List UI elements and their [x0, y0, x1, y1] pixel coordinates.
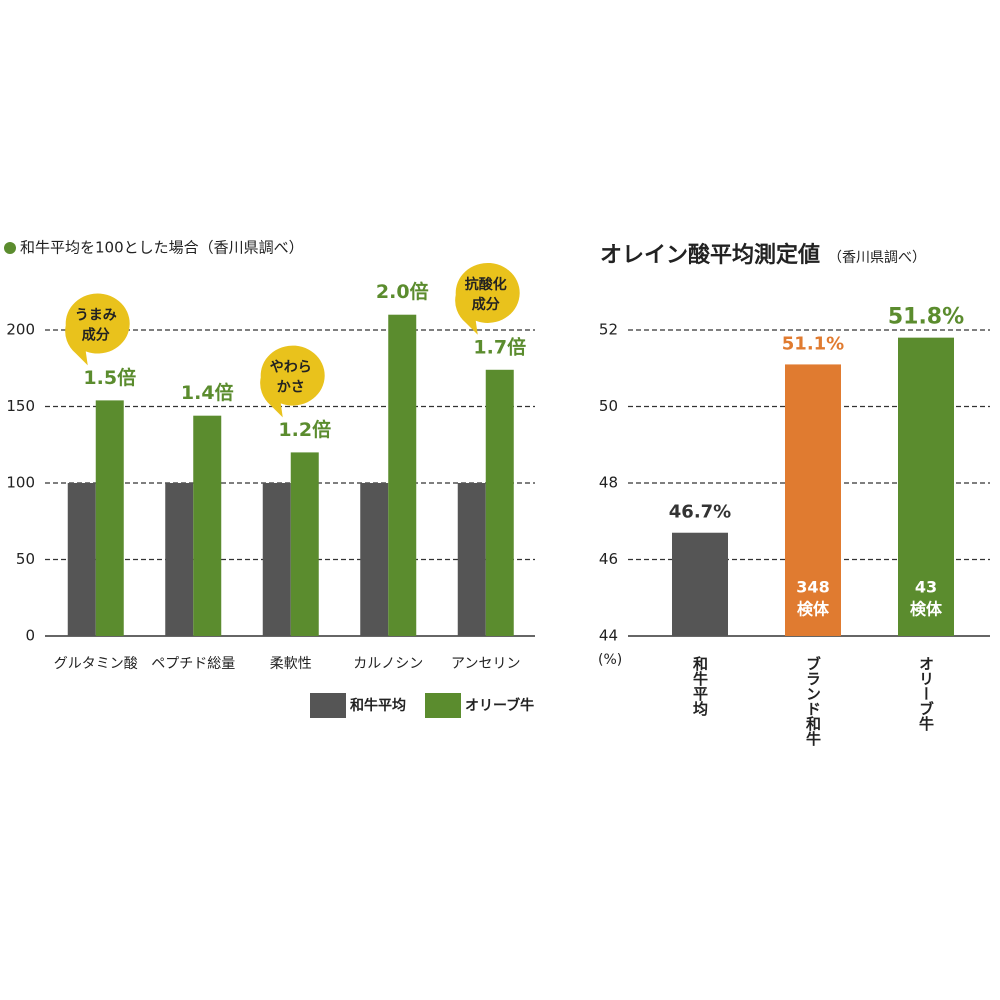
callout-text: 成分 — [82, 326, 110, 343]
legend-swatch — [425, 693, 461, 718]
y-tick-label: 46 — [599, 550, 618, 568]
bar — [193, 415, 222, 636]
value-label: 46.7% — [669, 502, 731, 523]
bar — [785, 364, 841, 636]
bar — [67, 483, 96, 636]
x-tick-label: カルノシン — [353, 656, 423, 672]
y-tick-label: 200 — [6, 321, 35, 339]
value-label: 51.1% — [782, 333, 844, 354]
callout-text: 抗酸化 — [465, 276, 507, 293]
ratio-label: 1.7倍 — [473, 335, 526, 358]
y-tick-label: 50 — [599, 397, 618, 415]
bar — [165, 483, 194, 636]
bar — [457, 483, 486, 636]
bar — [290, 452, 319, 636]
inner-label: 348 — [796, 578, 829, 597]
y-tick-label: 150 — [6, 397, 35, 415]
callout-text: 成分 — [472, 296, 500, 313]
y-tick-label: 50 — [16, 550, 35, 568]
y-unit: (%) — [598, 652, 622, 668]
y-tick-label: 0 — [25, 627, 35, 645]
y-tick-label: 100 — [6, 474, 35, 492]
bar — [672, 532, 728, 636]
chart-subtitle: （香川県調べ） — [828, 250, 926, 266]
bar — [360, 483, 389, 636]
inner-label: 43 — [915, 578, 937, 597]
legend-swatch — [310, 693, 346, 718]
callout-bubble — [65, 293, 130, 366]
x-tick-label: ブランド和牛 — [804, 655, 822, 747]
chart-title: オレイン酸平均測定値 — [600, 242, 820, 268]
ratio-label: 1.5倍 — [83, 366, 136, 389]
x-tick-label: 柔軟性 — [270, 656, 312, 672]
callout-text: やわら — [270, 359, 312, 375]
callout-text: かさ — [277, 379, 305, 395]
x-tick-label: オリーブ牛 — [917, 656, 935, 732]
callout-text: うまみ — [75, 307, 117, 323]
bar — [95, 400, 124, 636]
callout-bubble — [260, 345, 325, 418]
x-tick-label: アンセリン — [451, 656, 520, 672]
ratio-label: 1.4倍 — [181, 381, 234, 404]
subtitle-dot — [4, 242, 16, 254]
x-tick-label: グルタミン酸 — [54, 656, 138, 672]
inner-label: 検体 — [910, 600, 943, 619]
chart-subtitle: 和牛平均を100とした場合（香川県調べ） — [20, 239, 304, 257]
x-tick-label: 和牛平均 — [691, 656, 709, 717]
bar — [262, 483, 291, 636]
callout-bubble — [455, 262, 520, 335]
y-tick-label: 44 — [599, 627, 618, 645]
bar — [388, 314, 417, 636]
inner-label: 検体 — [797, 600, 830, 619]
legend-label: オリーブ牛 — [465, 697, 534, 714]
y-tick-label: 48 — [599, 474, 618, 492]
x-tick-label: ペプチド総量 — [151, 656, 235, 672]
y-tick-label: 52 — [599, 321, 618, 339]
ratio-label: 1.2倍 — [278, 418, 331, 441]
bar — [485, 369, 514, 636]
value-label: 51.8% — [888, 305, 964, 330]
bar — [898, 337, 954, 636]
ratio-label: 2.0倍 — [376, 280, 429, 303]
legend-label: 和牛平均 — [350, 697, 406, 714]
